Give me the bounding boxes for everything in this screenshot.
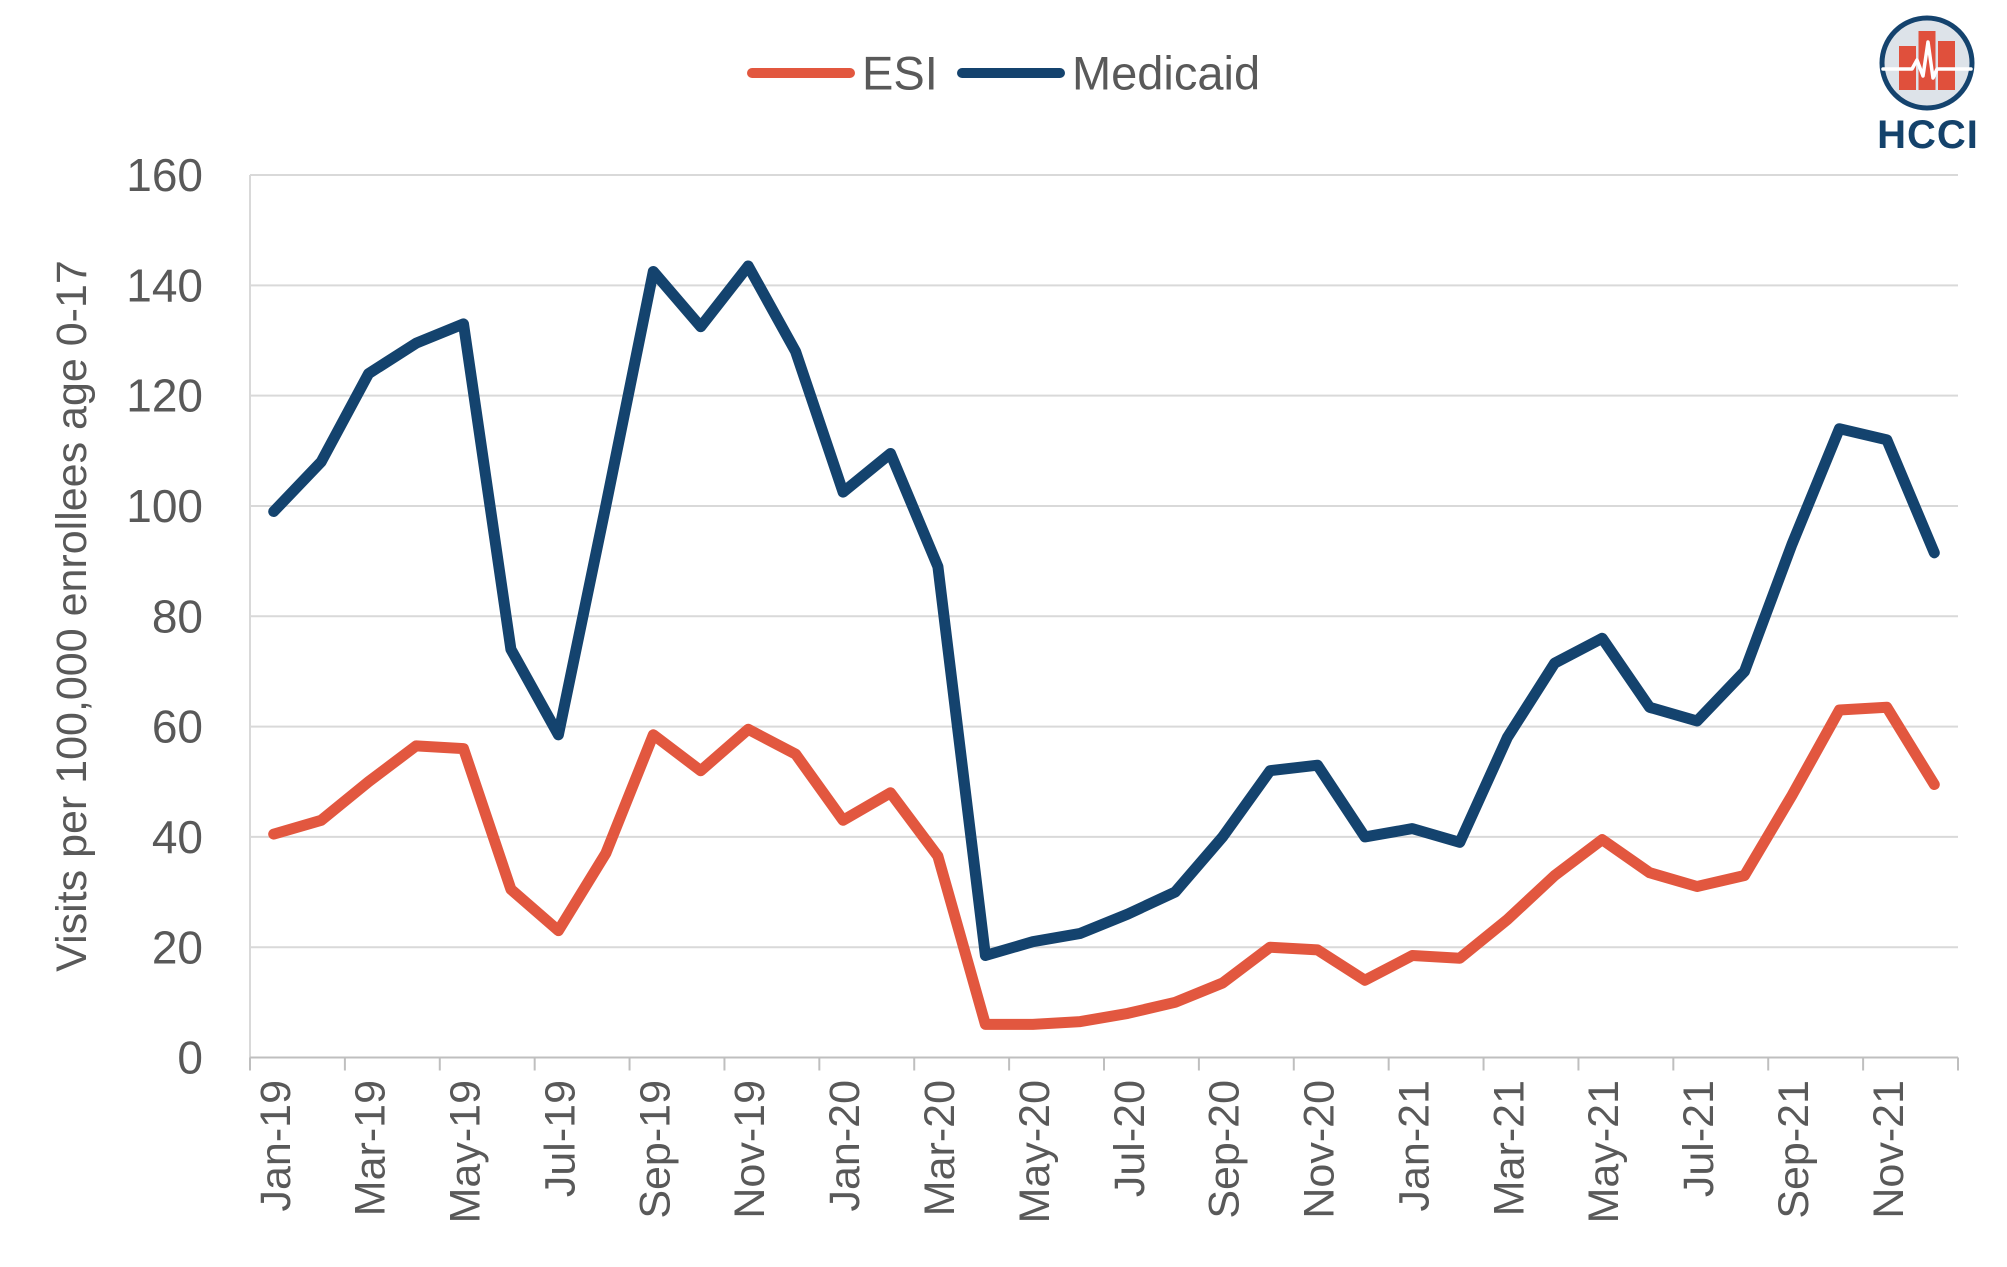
- x-axis-tick-label: Sep-20: [1201, 1080, 1249, 1219]
- medicaid-line: [268, 260, 1940, 961]
- legend-label-medicaid: Medicaid: [1072, 46, 1260, 99]
- logo-ekg-line: [1881, 40, 1973, 80]
- x-axis-tick-label: Jan-20: [821, 1080, 869, 1211]
- y-axis-tick-label: 160: [126, 149, 203, 201]
- logo-badge: [1879, 15, 1975, 111]
- y-axis-tick-label: 60: [152, 701, 203, 753]
- logo-text: HCCI: [1877, 113, 1979, 157]
- x-axis-tick-label: Jul-19: [536, 1080, 584, 1197]
- y-axis-tick-label: 80: [152, 590, 203, 642]
- hcci-logo: HCCI: [1877, 15, 1979, 157]
- y-axis-tick-label: 140: [126, 259, 203, 311]
- axes: [249, 175, 1959, 1071]
- x-axis-tick-label: Nov-19: [726, 1080, 774, 1219]
- y-axis-tick-label: 120: [126, 370, 203, 422]
- data-series: [268, 260, 1940, 1030]
- x-axis-tick-label: Jan-19: [252, 1080, 300, 1211]
- esi-line: [268, 701, 1940, 1030]
- x-axis-tick-label: Sep-19: [631, 1080, 679, 1219]
- axis-labels: 0 20 40 60 80 100 120 140 160 Jan-19 Mar-19 May-19 J…: [48, 149, 1913, 1223]
- y-axis-title: Visits per 100,000 enrollees age 0-17: [48, 260, 96, 972]
- x-axis-tick-label: Mar-20: [916, 1080, 964, 1216]
- legend: ESI Medicaid: [747, 46, 1260, 99]
- x-axis-tick-label: Jul-20: [1106, 1080, 1154, 1197]
- gridlines: [250, 174, 1958, 949]
- x-axis-tick-label: May-20: [1011, 1080, 1059, 1223]
- logo-bar: [1938, 41, 1955, 90]
- y-axis-tick-label: 0: [177, 1032, 203, 1084]
- x-axis-tick-label: May-21: [1580, 1080, 1628, 1223]
- x-axis-tick-label: Jan-21: [1390, 1080, 1438, 1211]
- x-axis-tick-label: Nov-20: [1296, 1080, 1344, 1219]
- x-axis-tick-label: May-19: [442, 1080, 490, 1223]
- x-axis-tick-label: Nov-21: [1865, 1080, 1913, 1219]
- x-axis-tick-label: Mar-21: [1485, 1080, 1533, 1216]
- y-axis-tick-label: 40: [152, 811, 203, 863]
- y-axis-tick-label: 100: [126, 480, 203, 532]
- legend-label-esi: ESI: [862, 46, 938, 99]
- x-axis-tick-label: Jul-21: [1675, 1080, 1723, 1197]
- y-axis-tick-label: 20: [152, 921, 203, 973]
- x-axis-tick-label: Sep-21: [1770, 1080, 1818, 1219]
- x-axis-tick-label: Mar-19: [347, 1080, 395, 1216]
